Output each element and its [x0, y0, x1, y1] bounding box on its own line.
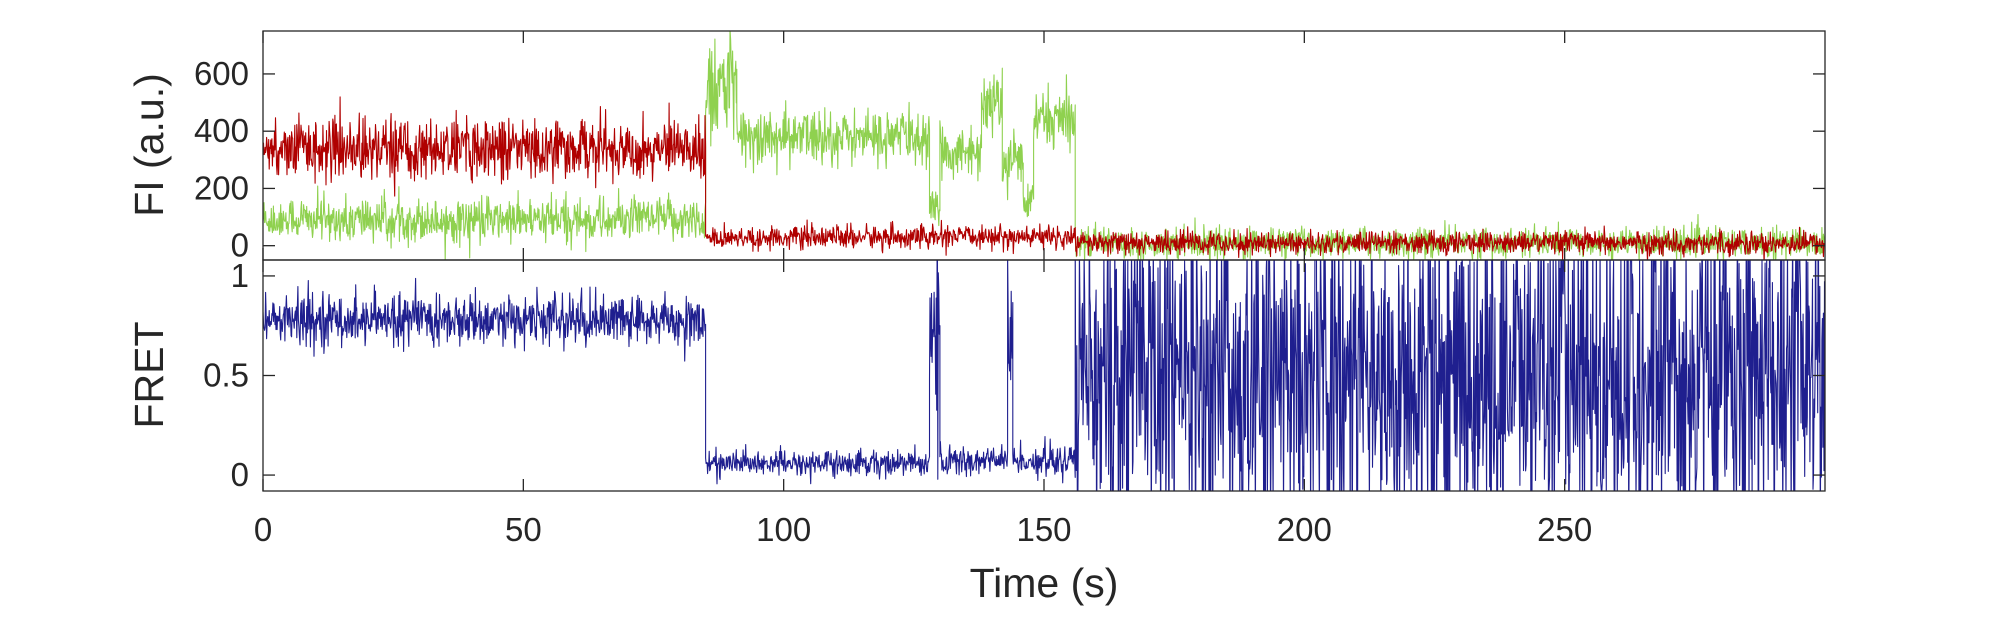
fret-traces [263, 260, 1825, 491]
intensity-y-ticks: 0 200 400 600 [194, 55, 1825, 264]
fret-panel: 00.51 0 50 100 150 200 250 FRET Time (s) [126, 31, 1826, 606]
x-tick-label: 0 [254, 511, 272, 548]
x-tick-label: 250 [1537, 511, 1592, 548]
fret-y-axis-label: FRET [126, 321, 172, 428]
y-tick-label: 200 [194, 169, 249, 206]
intensity-traces [263, 31, 1825, 260]
y-tick-label: 1 [231, 257, 249, 294]
intensity-y-axis-label: FI (a.u.) [126, 73, 172, 217]
y-tick-label: 0.5 [203, 357, 249, 394]
red-acceptor-trace [263, 96, 1825, 260]
time-x-axis-label: Time (s) [970, 560, 1119, 606]
x-tick-label: 200 [1277, 511, 1332, 548]
x-tick-label: 150 [1016, 511, 1071, 548]
time-x-ticks: 0 50 100 150 200 250 [254, 31, 1592, 548]
intensity-panel: 0 200 400 600 FI (a.u.) [126, 30, 1826, 264]
fret-y-ticks: 00.51 [203, 257, 1825, 493]
y-tick-label: 0 [231, 456, 249, 493]
y-tick-label: 0 [231, 227, 249, 264]
x-tick-label: 50 [505, 511, 542, 548]
x-tick-label: 100 [756, 511, 811, 548]
y-tick-label: 600 [194, 55, 249, 92]
fret-efficiency-trace [263, 260, 1825, 491]
y-tick-label: 400 [194, 112, 249, 149]
